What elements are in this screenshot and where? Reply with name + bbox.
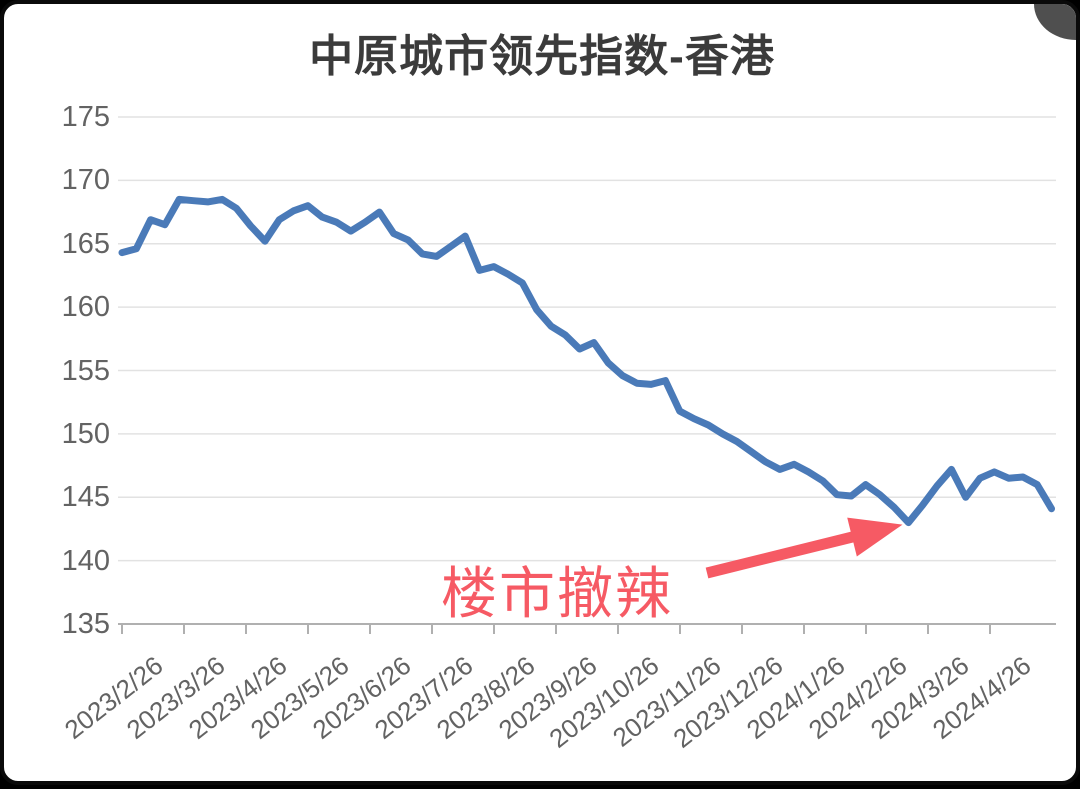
annotation-arrow-head [847, 518, 902, 557]
y-tick-label: 175 [48, 102, 110, 132]
annotation-arrow-tail [707, 536, 855, 573]
y-tick-label: 140 [48, 546, 110, 576]
y-tick-label: 160 [48, 292, 110, 322]
y-tick-label: 170 [48, 165, 110, 195]
index-line [122, 199, 1052, 522]
y-tick-label: 135 [48, 609, 110, 639]
y-tick-label: 155 [48, 356, 110, 386]
y-tick-label: 165 [48, 229, 110, 259]
y-tick-label: 145 [48, 482, 110, 512]
y-tick-label: 150 [48, 419, 110, 449]
annotation-text: 楼市撤辣 [441, 549, 673, 630]
